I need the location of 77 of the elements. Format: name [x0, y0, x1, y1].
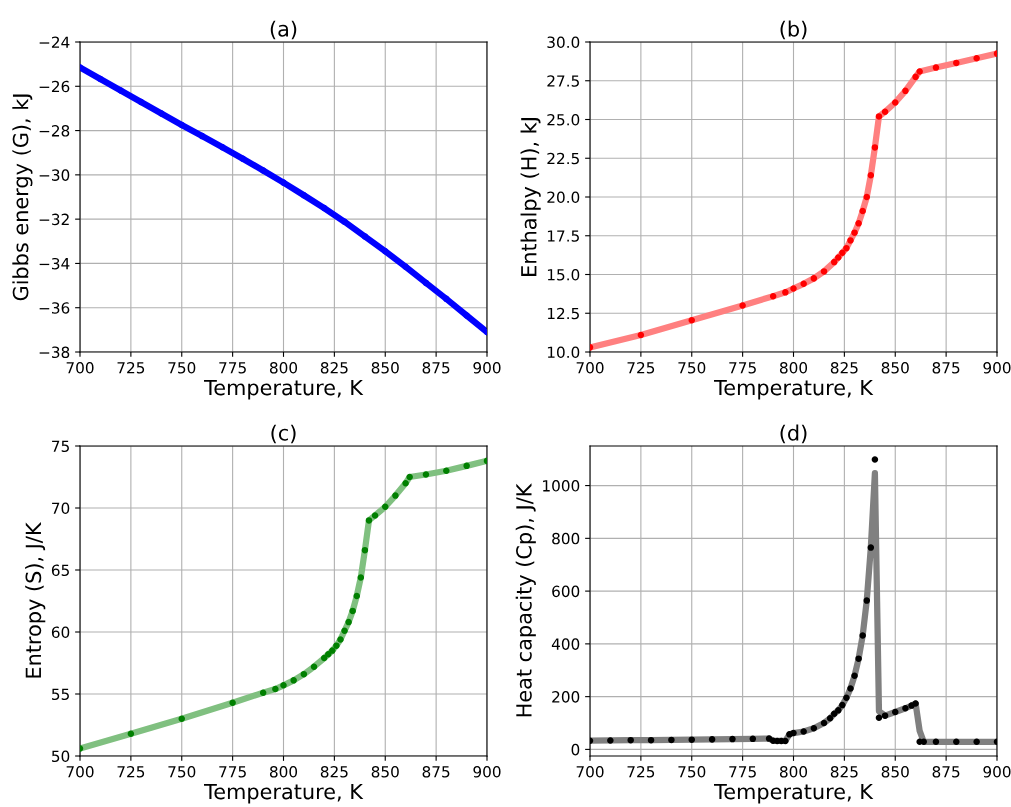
x-tick-label: 850	[371, 765, 399, 778]
x-axis-title: Temperature, K	[204, 783, 364, 804]
y-tick-label: 800	[552, 532, 580, 545]
x-axis-title: Temperature, K	[714, 379, 874, 400]
x-tick-label: 700	[66, 361, 94, 374]
y-tick-label: −30	[39, 169, 70, 181]
y-tick-label: 30.0	[547, 36, 580, 49]
x-tick-label: 750	[678, 361, 706, 374]
y-tick-label: 10.0	[547, 346, 580, 359]
y-tick-label: 400	[551, 638, 580, 650]
y-tick-label: 600	[552, 585, 580, 598]
y-tick-label: 50	[52, 750, 70, 763]
x-tick-label: 725	[117, 361, 145, 374]
x-tick-label: 750	[168, 361, 196, 374]
x-tick-label: 825	[830, 361, 858, 374]
x-tick-label: 875	[422, 361, 450, 374]
x-tick-label: 775	[219, 362, 246, 374]
x-tick-label: 800	[779, 361, 808, 374]
x-tick-label: 750	[168, 765, 196, 778]
x-tick-label: 900	[983, 765, 1011, 778]
x-tick-label: 900	[473, 361, 501, 374]
y-tick-label: 20.0	[547, 191, 580, 204]
x-tick-label: 725	[117, 765, 145, 778]
x-tick-label: 750	[678, 765, 706, 778]
y-tick-label: −36	[39, 302, 70, 314]
x-tick-label: 825	[320, 765, 348, 778]
y-tick-label: 15.0	[547, 268, 580, 281]
y-tick-label: 75	[52, 440, 69, 453]
y-tick-label: 65	[51, 564, 69, 577]
x-tick-label: 700	[66, 765, 94, 778]
y-tick-label: 1000	[543, 480, 580, 492]
y-axis-title: Enthalpy (H), kJ	[520, 118, 541, 276]
x-axis-title: Temperature, K	[204, 379, 364, 400]
chart-title: (a)	[270, 20, 297, 40]
chart-title: (d)	[780, 424, 807, 444]
y-tick-label: 70	[52, 502, 70, 515]
y-tick-label: 55	[52, 688, 69, 701]
y-tick-label: −28	[39, 125, 70, 137]
x-tick-label: 725	[627, 361, 655, 374]
y-tick-label: −38	[39, 346, 70, 359]
x-tick-label: 825	[320, 361, 348, 374]
y-axis-title: Heat capacity (Cp), J/K	[515, 483, 536, 717]
x-tick-label: 700	[576, 361, 604, 374]
x-axis-title: Temperature, K	[714, 783, 874, 804]
y-axis-title: Entropy (S), J/K	[25, 522, 46, 678]
x-tick-label: 850	[881, 361, 909, 374]
x-tick-label: 875	[932, 765, 960, 778]
x-tick-label: 875	[932, 361, 960, 374]
x-tick-label: 900	[473, 765, 501, 778]
y-axis-title: Gibbs energy (G), kJ	[12, 94, 33, 301]
y-tick-label: 200	[552, 691, 580, 703]
y-tick-label: −32	[39, 213, 69, 226]
chart-title: (c)	[271, 424, 296, 444]
y-tick-label: 0	[571, 743, 580, 756]
x-tick-label: 700	[576, 765, 604, 778]
y-tick-label: 27.5	[547, 75, 579, 87]
x-tick-label: 800	[269, 361, 298, 374]
x-tick-label: 775	[219, 766, 246, 778]
x-tick-label: 800	[269, 765, 298, 778]
y-tick-label: −34	[39, 257, 70, 270]
x-tick-label: 775	[729, 362, 756, 374]
y-tick-label: 12.5	[547, 307, 579, 320]
y-tick-label: 22.5	[547, 152, 579, 165]
chart-title: (b)	[780, 20, 807, 40]
x-tick-label: 725	[627, 765, 655, 778]
y-tick-label: −24	[39, 36, 70, 48]
y-tick-label: 25.0	[547, 113, 580, 126]
x-tick-label: 775	[729, 766, 756, 778]
x-tick-label: 825	[830, 765, 858, 778]
x-tick-label: 900	[983, 361, 1011, 374]
y-tick-label: 60	[51, 626, 70, 639]
y-tick-label: −26	[39, 80, 70, 93]
y-tick-label: 17.5	[547, 230, 579, 242]
x-tick-label: 850	[371, 361, 399, 374]
x-tick-label: 800	[779, 765, 808, 778]
x-tick-label: 850	[881, 765, 909, 778]
x-tick-label: 875	[422, 765, 450, 778]
